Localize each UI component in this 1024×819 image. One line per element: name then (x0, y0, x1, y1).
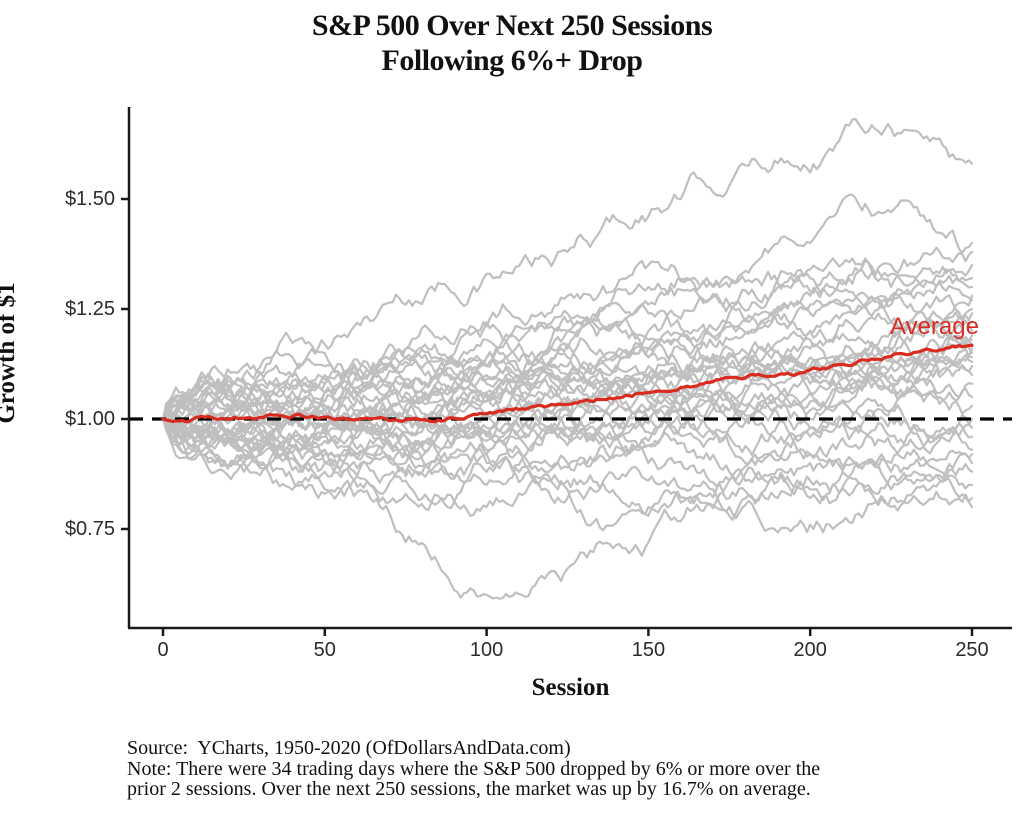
chart-title-line1: S&P 500 Over Next 250 Sessions (311, 9, 713, 42)
y-tick-label: $1.50 (64, 188, 115, 210)
gray-series-line (161, 344, 974, 439)
gray-series-line (161, 417, 974, 600)
gray-series-line (161, 417, 974, 516)
gray-series-line (161, 291, 974, 421)
gray-series-line (161, 417, 974, 534)
average-line-label: Average (890, 313, 979, 340)
average-line (161, 343, 974, 424)
y-tick-label: $1.00 (64, 408, 115, 430)
footer-source: Source: YCharts, 1950-2020 (OfDollarsAnd… (127, 737, 571, 759)
footer-notes: Source: YCharts, 1950-2020 (OfDollarsAnd… (127, 738, 1007, 800)
y-tick-label: $0.75 (64, 518, 115, 540)
footer-note-line1: Note: There were 34 trading days where t… (127, 757, 821, 780)
gray-series-line (161, 352, 974, 477)
gray-series-line (161, 246, 974, 435)
gray-series-line (161, 369, 974, 461)
x-axis-title: Session (531, 674, 610, 701)
gray-series-line (161, 415, 974, 502)
x-tick-label: 250 (955, 639, 989, 661)
footer-note-line2: prior 2 sessions. Over the next 250 sess… (127, 778, 811, 800)
x-tick-label: 150 (631, 639, 666, 661)
x-tick-label: 50 (313, 639, 336, 661)
chart-title: S&P 500 Over Next 250 Sessions Following… (0, 8, 1024, 78)
gray-series-line (161, 417, 974, 532)
chart-title-line2: Following 6%+ Drop (381, 44, 643, 77)
x-tick-label: 0 (157, 639, 169, 661)
y-tick-label: $1.25 (64, 298, 115, 320)
x-tick-label: 100 (469, 639, 504, 661)
x-tick-label: 200 (793, 639, 827, 661)
gray-series-line (161, 373, 974, 456)
